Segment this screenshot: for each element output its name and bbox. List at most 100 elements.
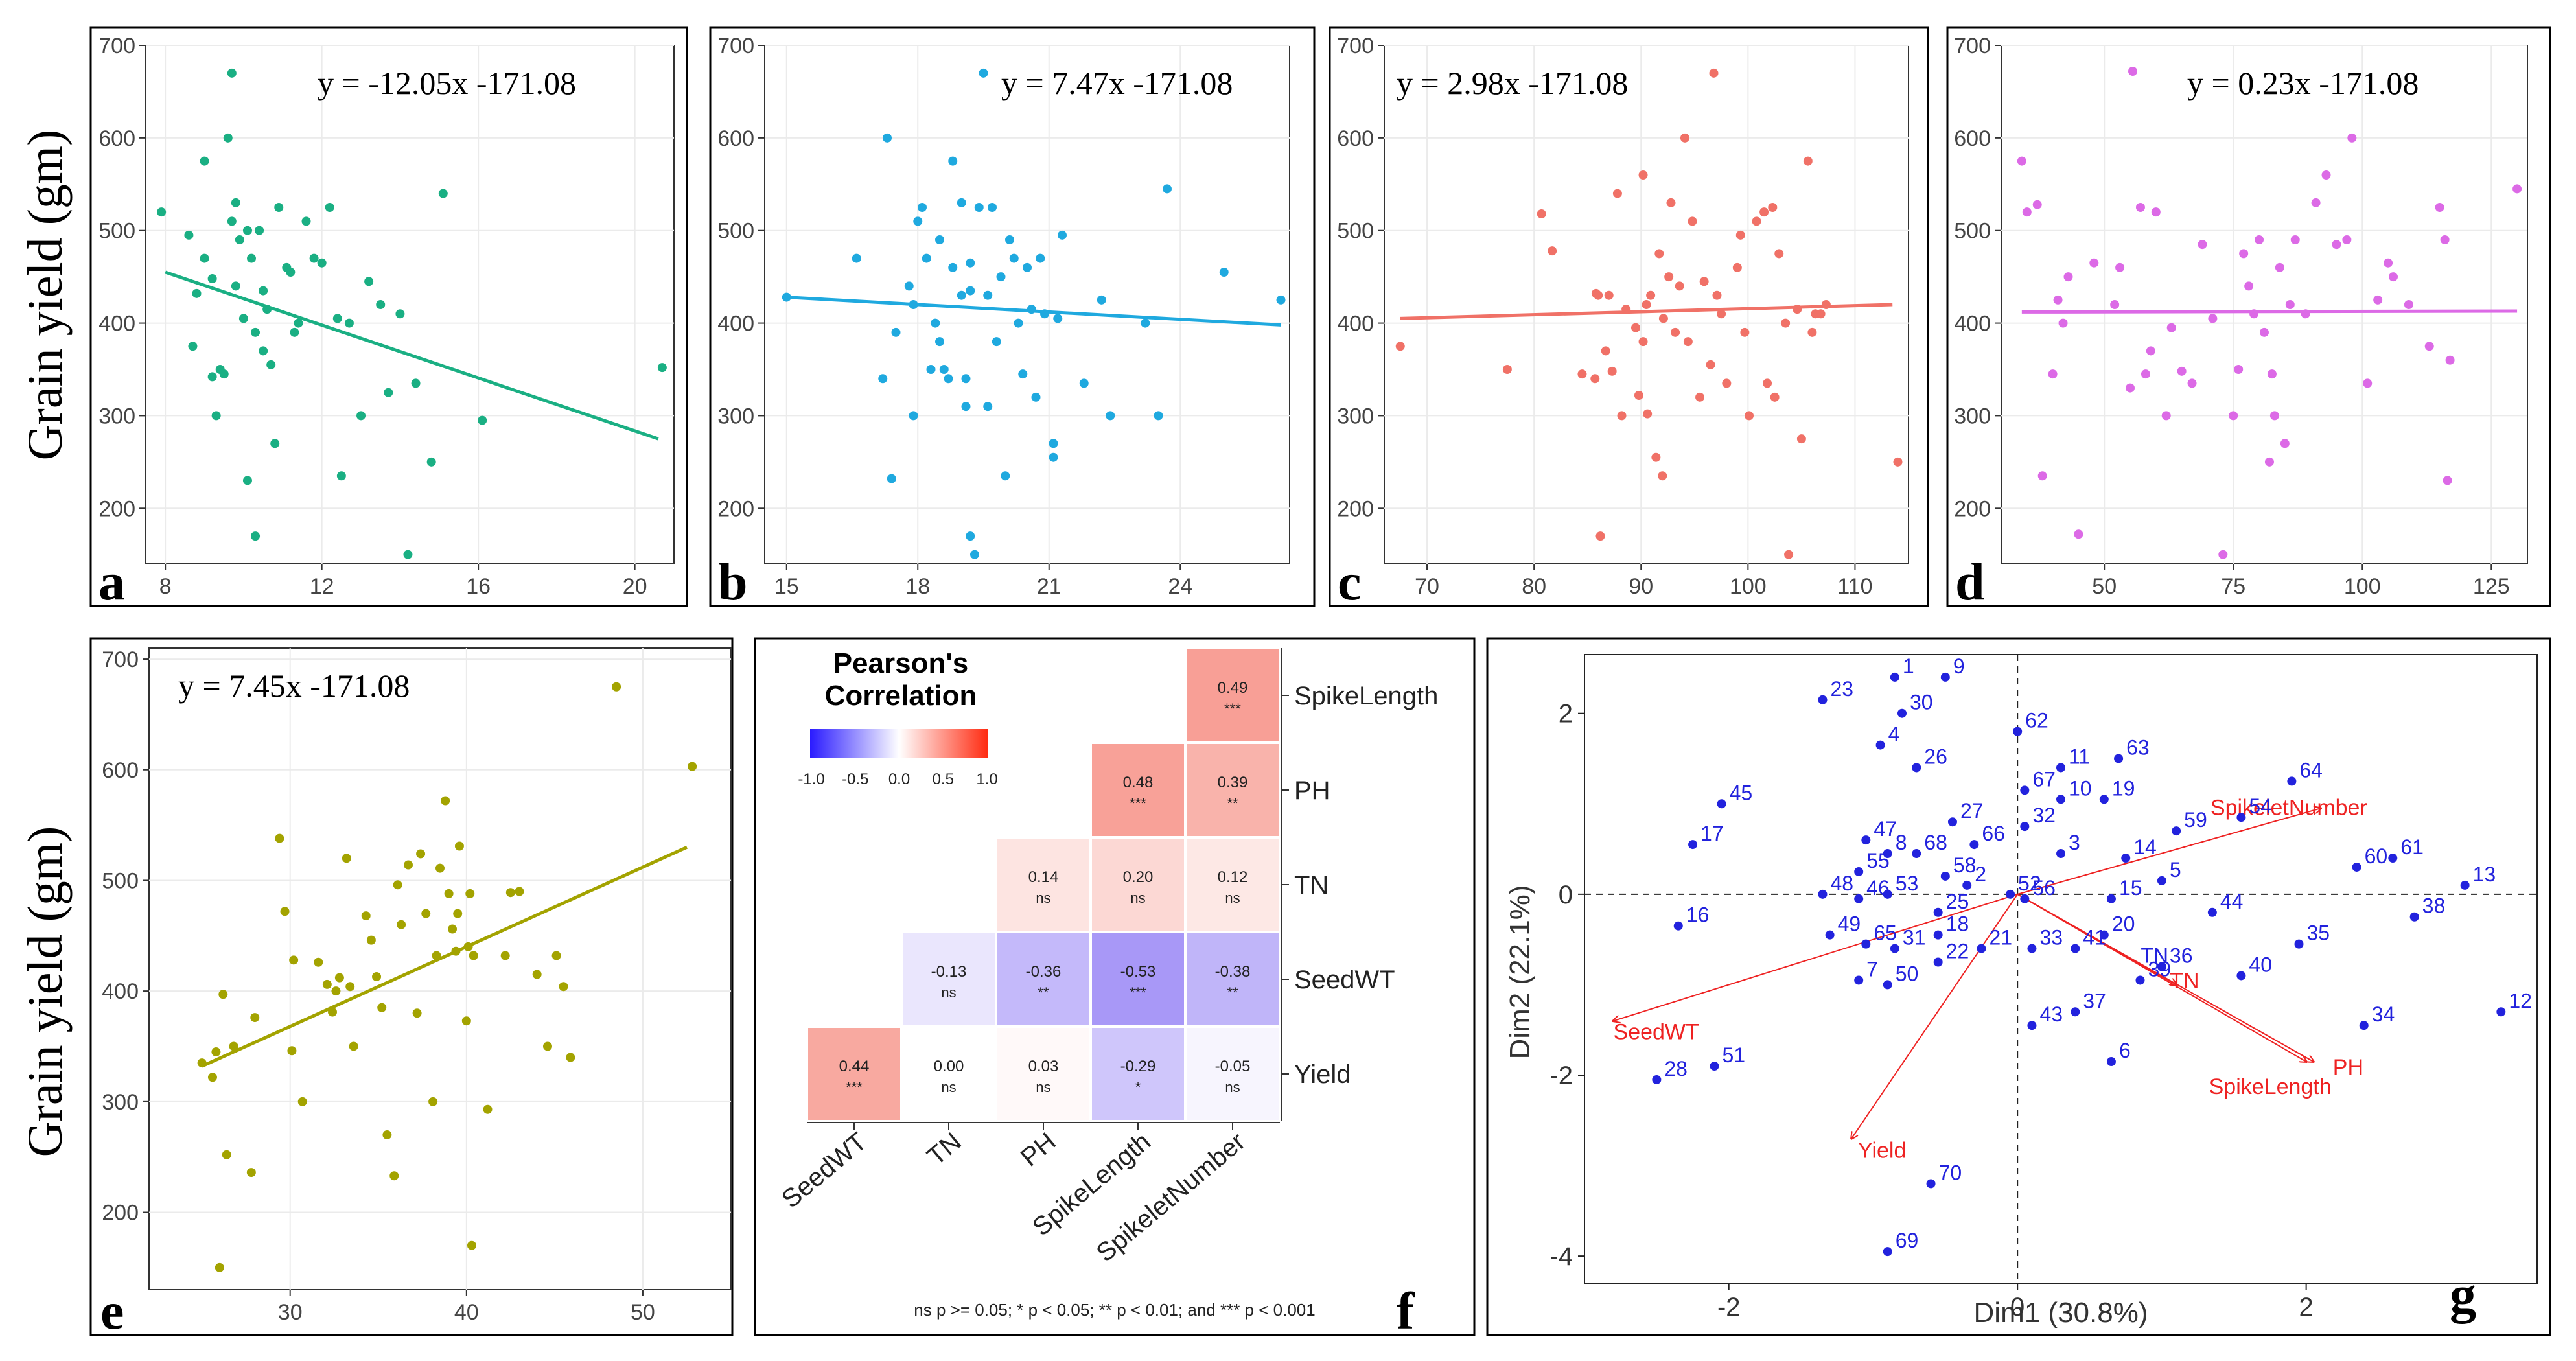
data-point bbox=[421, 909, 431, 918]
data-point bbox=[532, 970, 542, 979]
data-point bbox=[1001, 471, 1010, 481]
cell-value: -0.53 bbox=[1120, 963, 1156, 981]
data-point bbox=[1005, 235, 1014, 244]
data-point bbox=[891, 327, 901, 337]
data-point bbox=[207, 274, 217, 283]
observation-point bbox=[2207, 907, 2217, 917]
observation-label: 17 bbox=[1700, 822, 1724, 845]
heatmap-cell bbox=[1092, 933, 1184, 1025]
data-point bbox=[913, 216, 923, 226]
data-point bbox=[1675, 281, 1684, 291]
observation-point bbox=[1912, 763, 1921, 773]
observation-point bbox=[2020, 894, 2030, 903]
data-point bbox=[1219, 268, 1229, 277]
regression-equation: y = 7.45x -171.08 bbox=[178, 668, 410, 704]
observation-label: 26 bbox=[1924, 745, 1947, 768]
data-point bbox=[922, 253, 931, 263]
regression-equation: y = 2.98x -171.08 bbox=[1397, 65, 1628, 101]
data-point bbox=[317, 258, 327, 268]
data-point bbox=[334, 973, 344, 983]
data-point bbox=[247, 253, 256, 263]
y-tick-label: 700 bbox=[717, 34, 754, 58]
heatmap-cell bbox=[997, 933, 1089, 1025]
data-point bbox=[992, 337, 1001, 347]
data-point bbox=[453, 909, 463, 918]
observation-label: 45 bbox=[1730, 781, 1753, 804]
cell-significance: ** bbox=[1227, 795, 1238, 811]
x-tick-label: 40 bbox=[454, 1300, 479, 1325]
data-point bbox=[1548, 246, 1557, 256]
observation-label: 49 bbox=[1838, 913, 1861, 936]
data-point bbox=[1651, 452, 1661, 462]
y-variable-label: PH bbox=[1294, 776, 1330, 805]
data-point bbox=[297, 1097, 307, 1106]
cell-significance: * bbox=[1135, 1079, 1141, 1095]
data-point bbox=[1106, 411, 1115, 421]
observation-point bbox=[2020, 785, 2030, 795]
panel-g: -2 0 2 -4 -2 0 2 Dim1 (30.8%) Dim2 (22.1%) SeedWT… bbox=[1486, 637, 2551, 1336]
x-tick-label: 50 bbox=[631, 1300, 655, 1325]
cell-value: -0.13 bbox=[931, 963, 967, 981]
data-point bbox=[1601, 346, 1610, 356]
data-point bbox=[2177, 366, 2187, 376]
panel-f: 0.49***0.48***0.39**0.14ns0.20ns0.12ns-0… bbox=[754, 637, 1476, 1340]
data-point bbox=[2332, 240, 2341, 250]
observation-point bbox=[2496, 1007, 2506, 1017]
data-point bbox=[345, 982, 355, 992]
gridlines bbox=[765, 45, 1290, 564]
data-point bbox=[1014, 318, 1023, 328]
data-point bbox=[2435, 203, 2444, 212]
data-point bbox=[2342, 235, 2352, 244]
data-point bbox=[451, 946, 461, 956]
cell-value: 0.12 bbox=[1218, 868, 1248, 886]
data-point bbox=[463, 942, 473, 951]
data-point bbox=[1807, 327, 1817, 337]
y-tick-label: 500 bbox=[99, 219, 135, 244]
observation-point bbox=[2099, 795, 2109, 804]
y-tick-label: 700 bbox=[102, 647, 139, 672]
observation-point bbox=[1710, 1062, 1719, 1071]
data-point bbox=[1607, 366, 1617, 376]
observation-label: 46 bbox=[1866, 876, 1890, 900]
data-point bbox=[242, 476, 252, 485]
data-point bbox=[1643, 409, 1653, 419]
observation-label: 59 bbox=[2184, 808, 2207, 832]
data-point bbox=[2126, 383, 2135, 393]
data-point bbox=[2053, 295, 2063, 305]
observation-point bbox=[2236, 813, 2246, 822]
data-point bbox=[1594, 290, 1603, 300]
data-point bbox=[883, 133, 892, 143]
data-point bbox=[2234, 365, 2244, 374]
data-point bbox=[223, 133, 233, 143]
y-tick-label: 600 bbox=[1954, 126, 1991, 151]
data-point bbox=[376, 300, 386, 309]
data-point bbox=[2404, 300, 2413, 309]
cell-value: 0.03 bbox=[1028, 1058, 1059, 1075]
data-point bbox=[918, 203, 927, 212]
data-point bbox=[435, 863, 445, 873]
panel-c: 200 300 400 500 600 700 70 80 90 100 110 y = 2.98x … bbox=[1329, 26, 1929, 611]
y-variable-label: TN bbox=[1294, 871, 1329, 900]
data-point bbox=[2032, 200, 2042, 209]
observation-label: 65 bbox=[1874, 922, 1897, 945]
data-point bbox=[1803, 156, 1813, 166]
data-point bbox=[2363, 378, 2373, 388]
y-tick-label: 200 bbox=[1954, 496, 1991, 521]
cell-significance: ns bbox=[941, 1079, 956, 1095]
x-tick-label: 8 bbox=[159, 574, 172, 599]
data-point bbox=[227, 68, 237, 78]
data-point bbox=[2161, 411, 2171, 421]
cell-significance: ** bbox=[1227, 984, 1238, 1001]
x-tick-label: 24 bbox=[1168, 574, 1192, 599]
y-tick-label: 700 bbox=[99, 34, 135, 58]
observation-point bbox=[2027, 944, 2037, 953]
data-point bbox=[2249, 309, 2259, 319]
y-tick-label: 300 bbox=[1954, 404, 1991, 428]
data-point bbox=[448, 924, 458, 934]
data-point bbox=[270, 439, 280, 448]
observation-label: 52 bbox=[2018, 872, 2041, 895]
heatmap-cell bbox=[1092, 744, 1184, 836]
cell-value: -0.29 bbox=[1120, 1058, 1156, 1075]
observation-point bbox=[2020, 822, 2030, 832]
